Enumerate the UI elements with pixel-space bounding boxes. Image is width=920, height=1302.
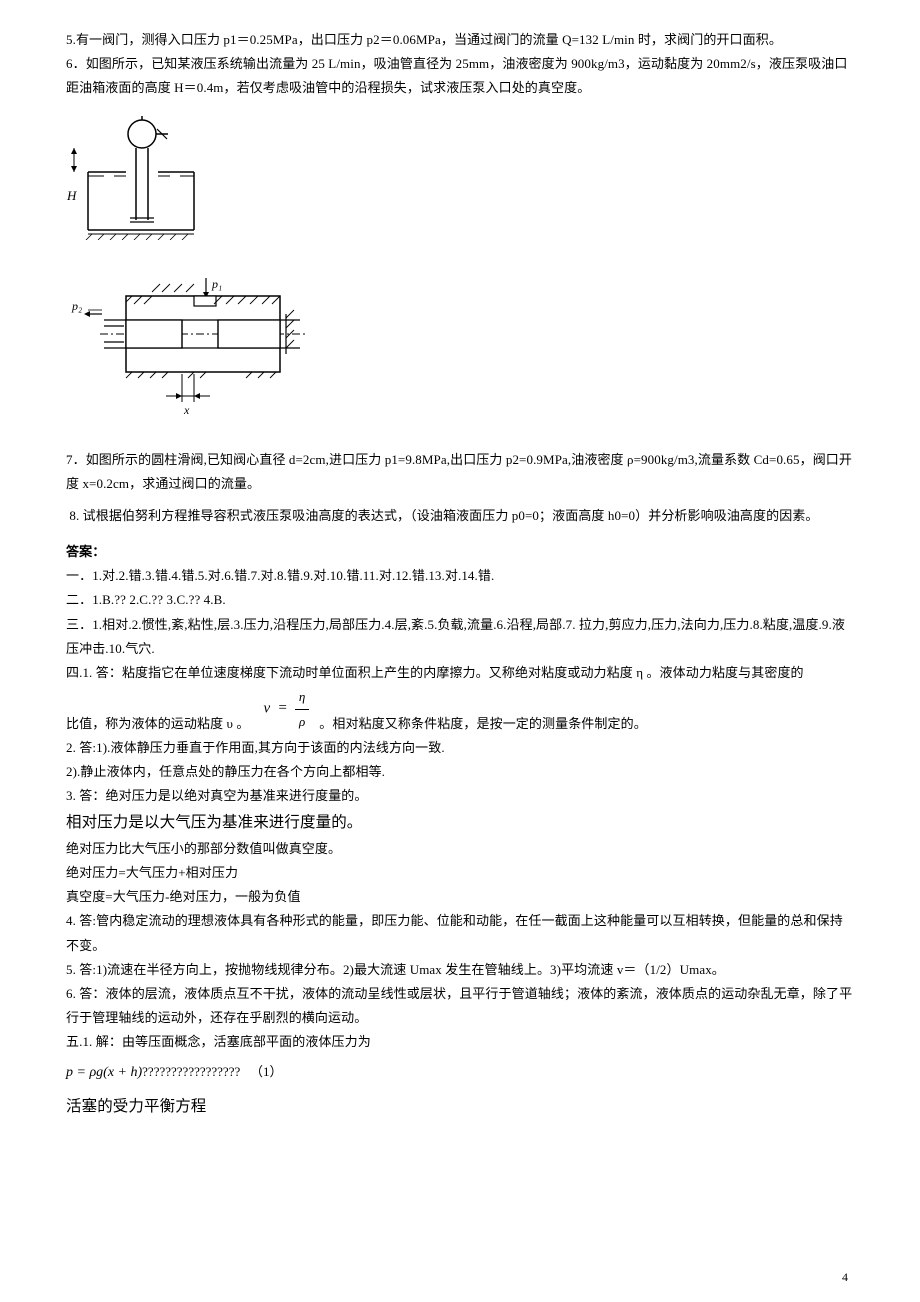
page-number: 4 bbox=[842, 1266, 848, 1288]
piston-balance: 活塞的受力平衡方程 bbox=[66, 1092, 854, 1121]
answer-5-1: 五.1. 解：由等压面概念，活塞底部平面的液体压力为 bbox=[66, 1030, 854, 1054]
problem-8: 8. 试根据伯努利方程推导容积式液压泵吸油高度的表达式，（设油箱液面压力 p0=… bbox=[66, 504, 854, 528]
svg-text:p₁: p₁ bbox=[211, 277, 222, 291]
answer-4-1-right: 。相对粘度又称条件粘度，是按一定的测量条件制定的。 bbox=[319, 716, 647, 731]
answer-4-3c: 绝对压力=大气压力+相对压力 bbox=[66, 861, 854, 885]
answer-4-3: 3. 答：绝对压力是以绝对真空为基准来进行度量的。 bbox=[66, 784, 854, 808]
figure-1-pump: H bbox=[64, 116, 854, 248]
answer-section-1: 一．1.对.2.错.3.错.4.错.5.对.6.错.7.对.8.错.9.对.10… bbox=[66, 564, 854, 588]
answer-4-3-large: 相对压力是以大气压为基准来进行度量的。 bbox=[66, 808, 854, 837]
problem-6: 6．如图所示，已知某液压系统输出流量为 25 L/min，吸油管直径为 25mm… bbox=[66, 52, 854, 100]
answer-4-6: 6. 答：液体的层流，液体质点互不干扰，液体的流动呈线性或层状，且平行于管道轴线… bbox=[66, 982, 854, 1030]
answer-4-4: 4. 答:管内稳定流动的理想液体具有各种形式的能量，即压力能、位能和动能，在任一… bbox=[66, 909, 854, 957]
answer-4-3b: 绝对压力比大气压小的那部分数值叫做真空度。 bbox=[66, 837, 854, 861]
answer-4-5: 5. 答:1)流速在半径方向上，按抛物线规律分布。2)最大流速 Umax 发生在… bbox=[66, 958, 854, 982]
figure-2-spool-valve: p₁ p₂ bbox=[66, 274, 854, 430]
svg-text:p₂: p₂ bbox=[71, 299, 82, 313]
answer-4-1-left: 比值，称为液体的运动粘度 υ 。 bbox=[66, 716, 250, 731]
answer-4-1-formula-row: 比值，称为液体的运动粘度 υ 。 ν = η ρ 。相对粘度又称条件粘度，是按一… bbox=[66, 685, 854, 736]
answer-4-1: 四.1. 答：粘度指它在单位速度梯度下流动时单位面积上产生的内摩擦力。又称绝对粘… bbox=[66, 661, 854, 685]
equation-1: p = ρg(x + h)????????????????? （1） bbox=[66, 1060, 854, 1086]
answer-section-2: 二．1.B.?? 2.C.?? 3.C.?? 4.B. bbox=[66, 588, 854, 612]
answer-section-3: 三．1.相对.2.惯性,紊,粘性,层.3.压力,沿程压力,局部压力.4.层,紊.… bbox=[66, 613, 854, 661]
answer-4-3d: 真空度=大气压力-绝对压力，一般为负值 bbox=[66, 885, 854, 909]
answers-header: 答案： bbox=[66, 540, 854, 564]
answer-4-2: 2. 答:1).液体静压力垂直于作用面,其方向于该面的内法线方向一致. bbox=[66, 736, 854, 760]
svg-text:H: H bbox=[66, 188, 77, 203]
answer-4-2b: 2).静止液体内，任意点处的静压力在各个方向上都相等. bbox=[66, 760, 854, 784]
problem-7: 7．如图所示的圆柱滑阀,已知阀心直径 d=2cm,进口压力 p1=9.8MPa,… bbox=[66, 448, 854, 496]
kinematic-viscosity-formula: ν = η ρ bbox=[250, 685, 320, 736]
problem-5: 5.有一阀门，测得入口压力 p1＝0.25MPa，出口压力 p2＝0.06MPa… bbox=[66, 28, 854, 52]
svg-text:x: x bbox=[183, 403, 190, 417]
